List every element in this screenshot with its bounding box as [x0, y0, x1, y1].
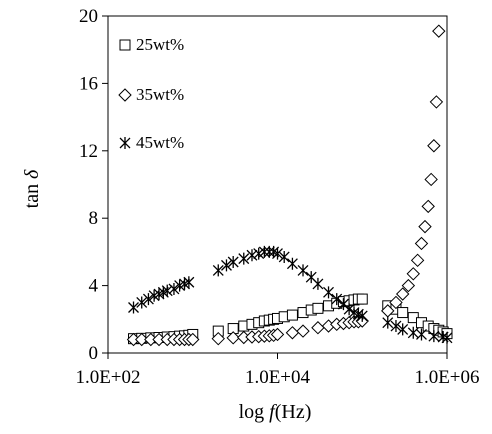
- y-tick-label: 16: [79, 73, 98, 94]
- x-tick-label: 1.0E+02: [75, 367, 140, 388]
- point-35wtpct: [211, 331, 225, 346]
- point-45wtpct: [238, 252, 250, 265]
- point-35wtpct: [296, 324, 310, 338]
- point-45wtpct: [161, 284, 173, 297]
- point-35wtpct: [395, 287, 410, 301]
- point-35wtpct: [432, 24, 446, 38]
- y-axis-label-symbol: δ: [21, 169, 43, 179]
- y-tick-label: 4: [89, 276, 99, 297]
- point-35wtpct: [427, 139, 441, 153]
- point-35wtpct: [410, 253, 425, 268]
- point-45wtpct: [356, 309, 368, 322]
- point-45wtpct: [286, 257, 298, 270]
- point-45wtpct: [428, 330, 440, 343]
- point-45wtpct: [183, 276, 195, 289]
- point-45wtpct: [323, 286, 334, 299]
- point-35wtpct: [421, 199, 435, 214]
- point-25wtpct: [397, 307, 409, 319]
- point-45wtpct: [397, 323, 409, 336]
- point-45wtpct: [343, 303, 355, 316]
- point-45wtpct: [382, 316, 394, 329]
- point-45wtpct: [212, 264, 224, 277]
- point-45wtpct: [128, 301, 139, 314]
- point-45wtpct: [227, 256, 239, 269]
- x-axis-label: log f(Hz): [239, 401, 312, 423]
- y-tick-label: 12: [79, 141, 98, 162]
- point-35wtpct: [186, 332, 200, 347]
- point-25wtpct: [356, 293, 368, 305]
- point-45wtpct: [168, 282, 180, 295]
- point-35wtpct: [135, 332, 149, 347]
- point-35wtpct: [311, 321, 325, 335]
- point-25wtpct: [312, 302, 324, 314]
- y-tick-label: 8: [89, 208, 99, 229]
- point-35wtpct: [429, 95, 444, 109]
- point-35wtpct: [414, 236, 429, 251]
- point-45wtpct: [416, 328, 427, 341]
- legend-marker-25wtpct: [119, 39, 131, 51]
- y-tick-label: 0: [89, 343, 99, 364]
- point-45wtpct: [136, 296, 148, 309]
- legend-marker-45wtpct: [119, 137, 131, 149]
- point-45wtpct: [407, 326, 419, 339]
- y-axis-label: tan δ: [21, 169, 43, 208]
- y-tick-label: 20: [79, 6, 98, 27]
- point-45wtpct: [331, 293, 343, 306]
- point-45wtpct: [246, 249, 258, 262]
- point-45wtpct: [390, 320, 402, 333]
- x-axis-label-prefix: log: [239, 401, 265, 423]
- point-45wtpct: [441, 331, 453, 344]
- x-axis-label-unit: (Hz): [275, 401, 312, 423]
- legend-label-45wtpct: 45wt%: [136, 133, 184, 152]
- x-axis-label-variable: f: [269, 401, 277, 423]
- point-45wtpct: [221, 259, 232, 272]
- point-35wtpct: [389, 295, 403, 310]
- point-25wtpct: [286, 309, 298, 321]
- point-45wtpct: [272, 247, 283, 260]
- point-45wtpct: [297, 264, 309, 277]
- point-35wtpct: [424, 172, 438, 187]
- point-35wtpct: [226, 331, 240, 345]
- point-35wtpct: [285, 326, 300, 340]
- x-tick-label: 1.0E+06: [414, 367, 479, 388]
- point-35wtpct: [418, 219, 432, 234]
- point-35wtpct: [406, 267, 420, 281]
- point-45wtpct: [278, 250, 290, 263]
- point-35wtpct: [401, 278, 416, 293]
- legend-marker-35wtpct: [118, 88, 132, 102]
- legend-label-25wtpct: 25wt%: [136, 35, 184, 54]
- point-35wtpct: [270, 327, 285, 342]
- point-45wtpct: [142, 293, 154, 306]
- x-tick-label: 1.0E+04: [245, 367, 311, 388]
- y-axis-label-prefix: tan: [21, 184, 43, 208]
- point-45wtpct: [312, 277, 324, 290]
- legend-label-35wtpct: 35wt%: [136, 85, 184, 104]
